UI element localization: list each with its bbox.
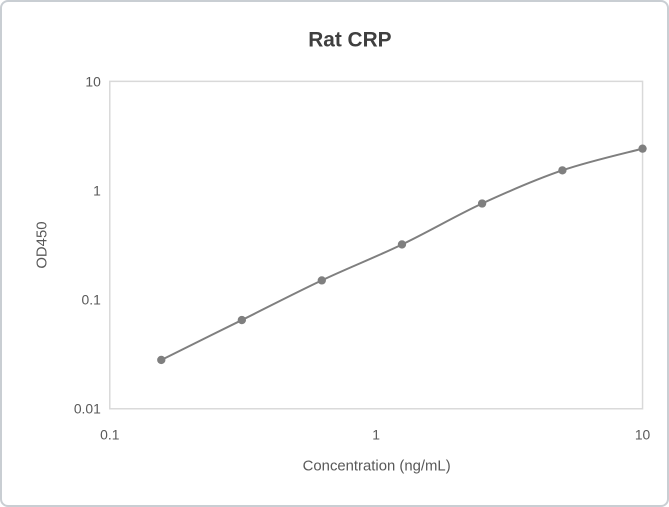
plot-area-border: [109, 80, 644, 410]
x-axis-title: Concentration (ng/mL): [303, 458, 451, 474]
data-point: [157, 355, 166, 365]
y-tick-label: 10: [85, 73, 101, 89]
x-tick-label: 1: [372, 427, 380, 443]
y-tick-label: 1: [93, 182, 101, 198]
series-markers: [157, 144, 647, 365]
data-point: [477, 199, 487, 208]
series-line: [160, 147, 644, 361]
data-point: [558, 166, 567, 175]
x-axis-tick-labels: 0.1 1 10: [100, 427, 650, 443]
data-point: [317, 276, 326, 285]
y-axis-tick-labels: 0.01 0.1 1 10: [74, 73, 101, 416]
data-point: [237, 315, 247, 325]
y-tick-label: 0.1: [82, 292, 102, 308]
data-point: [397, 240, 407, 249]
x-tick-label: 10: [635, 427, 651, 443]
y-tick-label: 0.01: [74, 401, 101, 417]
x-tick-label: 0.1: [100, 427, 120, 443]
data-point: [638, 144, 647, 153]
chart-title: Rat CRP: [308, 29, 391, 52]
y-axis-title: OD450: [34, 221, 50, 268]
